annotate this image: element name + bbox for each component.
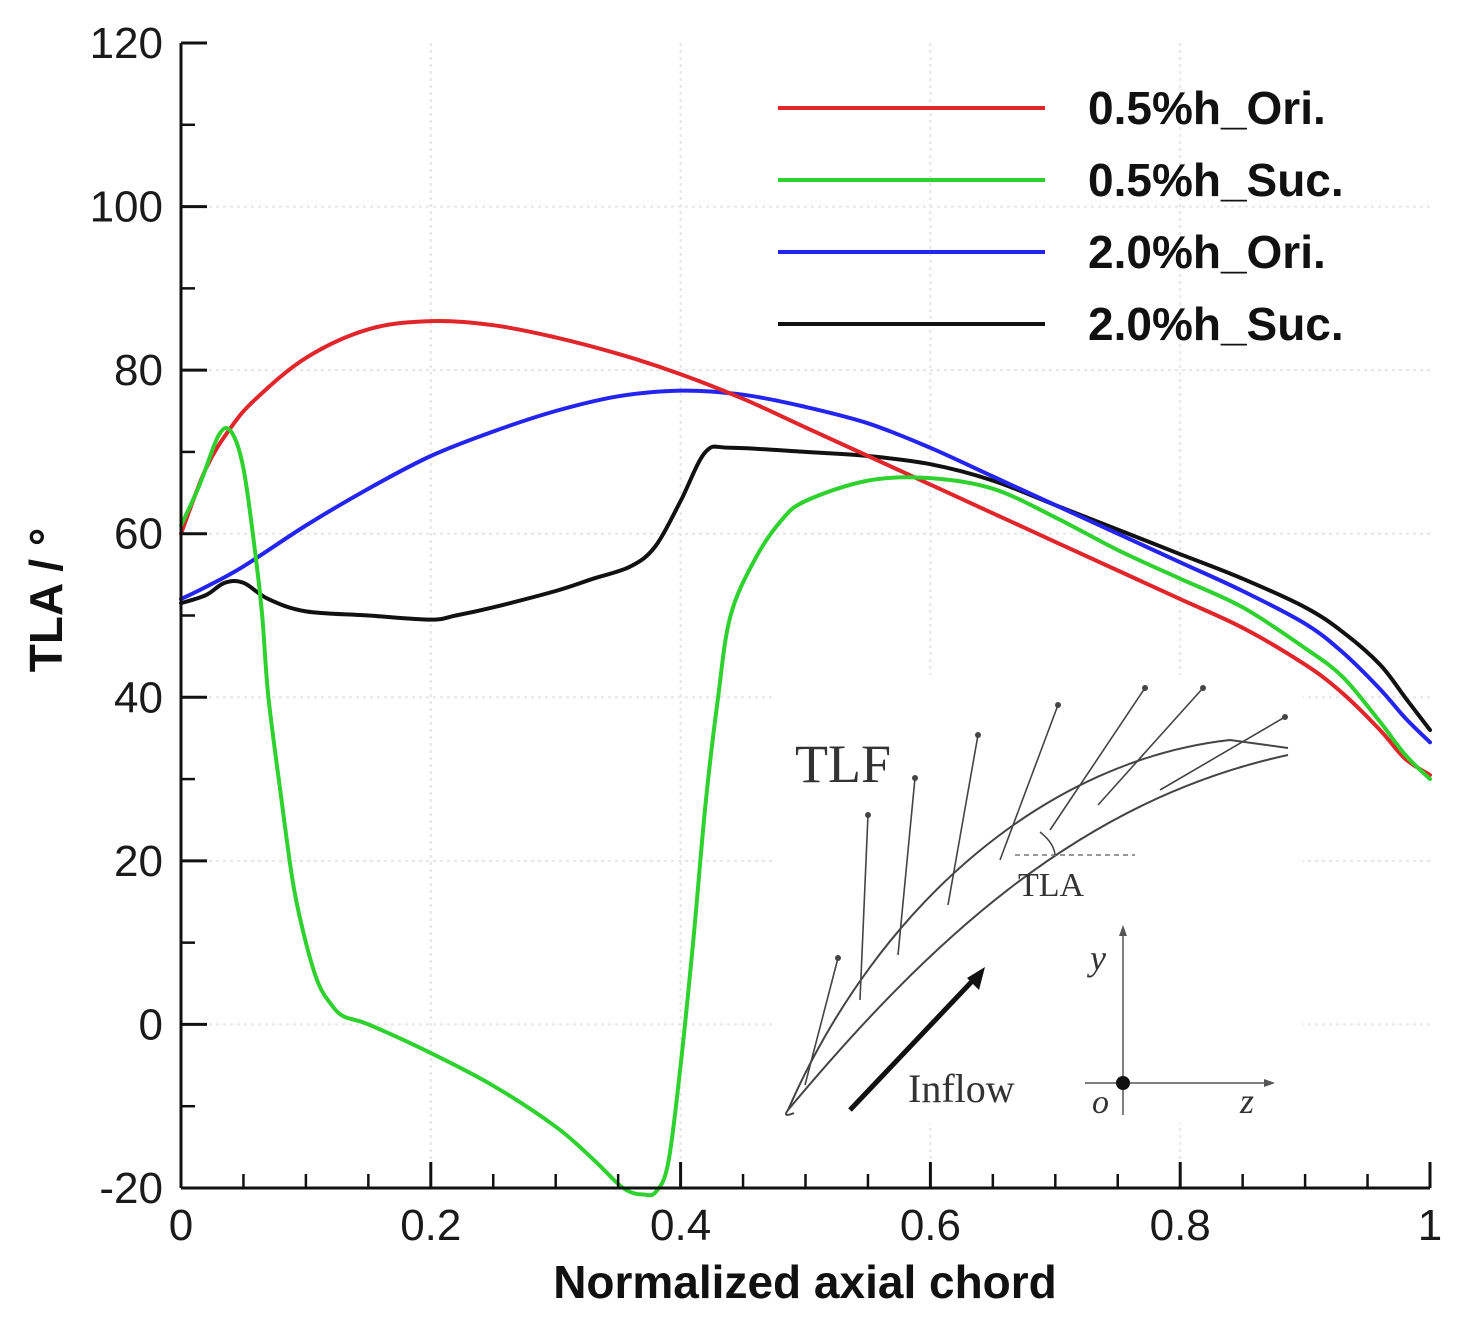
tip-leakage-inset-diagram: TLF TLA Inflow y z o: [775, 675, 1303, 1123]
inflow-arrow-head: [967, 967, 985, 990]
leakage-vector-head-7: [1282, 714, 1288, 720]
y-tick-label: -20: [99, 1164, 163, 1213]
series-line-3: [179, 444, 1432, 732]
y-tick-label: 20: [114, 837, 163, 886]
leakage-vector-0: [804, 957, 839, 1086]
leakage-vector-head-3: [975, 732, 981, 738]
legend-label-0: 0.5%h_Ori.: [1088, 82, 1326, 134]
x-tick-label: 0.8: [1150, 1201, 1211, 1250]
leakage-vector-2: [897, 777, 916, 956]
y-tick-label: 40: [114, 673, 163, 722]
series-line-0: [179, 318, 1432, 777]
legend: 0.5%h_Ori. 0.5%h_Suc. 2.0%h_Ori. 2.0%h_Suc.: [778, 82, 1344, 350]
leakage-vector-6: [1097, 687, 1204, 806]
legend-label-1: 0.5%h_Suc.: [1088, 154, 1344, 206]
leakage-vector-7: [1159, 716, 1286, 791]
leakage-vector-1: [859, 814, 869, 1001]
y-tick-label: 80: [114, 346, 163, 395]
leakage-vector-4: [999, 704, 1059, 861]
leakage-vector-head-6: [1200, 685, 1206, 691]
x-tick-label: 0: [169, 1201, 193, 1250]
coord-y-label: y: [1087, 938, 1106, 978]
inflow-label: Inflow: [908, 1066, 1015, 1111]
coord-z-arrowhead: [1264, 1079, 1275, 1087]
x-axis-title: Normalized axial chord: [553, 1256, 1057, 1308]
leakage-vector-5: [1049, 687, 1146, 831]
inflow-arrow-shaft: [848, 973, 980, 1112]
leakage-vector-head-2: [912, 775, 918, 781]
inset-tla-label: TLA: [1018, 867, 1085, 904]
coord-z-label: z: [1239, 1081, 1254, 1121]
y-tick-label: 0: [139, 1000, 163, 1049]
inset-tlf-label: TLF: [795, 734, 891, 794]
inset-background: [775, 675, 1303, 1123]
y-axis-title: TLA / °: [20, 528, 72, 672]
coord-y-arrowhead: [1119, 925, 1127, 936]
blade-pressure-side: [787, 754, 1289, 1111]
coord-origin-label: o: [1092, 1084, 1109, 1121]
leakage-vector-head-0: [835, 955, 841, 961]
leakage-vector-head-1: [865, 812, 871, 818]
x-tick-label: 0.4: [650, 1201, 711, 1250]
legend-label-2: 2.0%h_Ori.: [1088, 226, 1326, 278]
series-line-2: [179, 388, 1432, 745]
x-tick-label: 0.6: [900, 1201, 961, 1250]
coord-origin-dot: [1116, 1076, 1130, 1090]
y-tick-label: 100: [90, 183, 163, 232]
leakage-vector-head-5: [1142, 685, 1148, 691]
leakage-vector-head-4: [1055, 702, 1061, 708]
blade-suction-side: [787, 738, 1289, 1111]
y-tick-label: 120: [90, 19, 163, 68]
blade-leading-edge: [785, 1109, 795, 1116]
y-tick-label: 60: [114, 510, 163, 559]
legend-label-3: 2.0%h_Suc.: [1088, 298, 1344, 350]
series-line-1: [179, 426, 1432, 1198]
series-layer: [179, 318, 1432, 1198]
axes: [179, 41, 1432, 1190]
x-tick-label: 0.2: [400, 1201, 461, 1250]
tla-angle-arc: [1039, 831, 1056, 856]
x-tick-label: 1: [1418, 1201, 1442, 1250]
leakage-vector-3: [947, 734, 979, 906]
